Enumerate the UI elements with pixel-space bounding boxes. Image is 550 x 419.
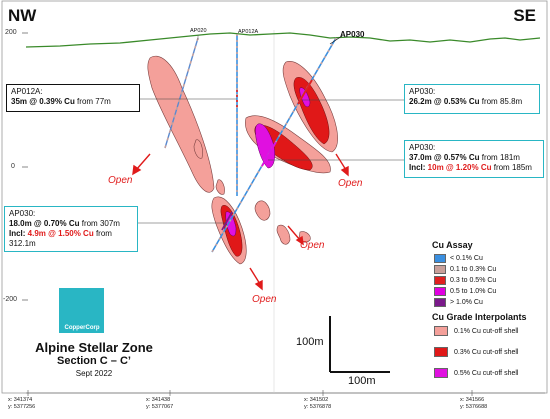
scale-label-horizontal: 100m (348, 375, 376, 387)
open-arrows (132, 153, 349, 291)
legend-interp-item: 0.3% Cu cut-off shell (434, 347, 518, 357)
zone-title: Alpine Stellar Zone (35, 340, 153, 355)
callout-ap030-lower-hole: AP030: (9, 209, 36, 218)
elevation-label-200: 200 (5, 29, 17, 36)
callout-ap030-mid-hole: AP030: (409, 143, 436, 152)
drillhole-label-ap020: AP020 (190, 28, 207, 34)
direction-nw: NW (8, 6, 37, 25)
legend-swatch (434, 254, 446, 263)
coppercorp-logo-text: CopperCorp (64, 325, 100, 331)
legend-interp-item: 0.5% Cu cut-off shell (434, 368, 518, 378)
callout-ap030-upper: AP030: 26.2m @ 0.53% Cu from 85.8m (404, 84, 540, 114)
legend-assay-title: Cu Assay (432, 240, 473, 250)
callout-ap030-lower-incl-label: Incl: (9, 229, 28, 238)
legend-swatch (434, 347, 448, 357)
open-label-2: Open (338, 178, 363, 189)
coord-label: x: 341566 y: 5376688 (460, 397, 488, 410)
direction-se: SE (513, 6, 536, 25)
legend-assay-item: > 1.0% Cu (434, 298, 483, 307)
scale-label-vertical: 100m (296, 336, 324, 348)
open-label-3: Open (300, 240, 325, 251)
callout-ap030-lower-incl-interval: 4.9m @ 1.50% Cu (27, 229, 94, 238)
callout-ap030-mid-incl-interval: 10m @ 1.20% Cu (427, 163, 492, 172)
drillhole-ap020 (164, 37, 199, 149)
callout-ap030-lower: AP030: 18.0m @ 0.70% Cu from 307m Incl: … (4, 206, 138, 252)
legend-swatch (434, 326, 448, 336)
topography-line (25, 32, 541, 48)
callout-ap030-mid-incl-from: from 185m (491, 163, 532, 172)
coord-label: x: 341438 y: 5377067 (146, 397, 174, 410)
legend-interp-title: Cu Grade Interpolants (432, 312, 527, 322)
section-title: Section C – C’ (57, 355, 131, 367)
legend-swatch (434, 265, 446, 274)
callout-ap030-mid-interval: 37.0m @ 0.57% Cu (409, 153, 480, 162)
legend-assay-item: < 0.1% Cu (434, 254, 483, 263)
legend-assay-item: 0.5 to 1.0% Cu (434, 287, 496, 296)
callout-ap030-upper-interval: 26.2m @ 0.53% Cu (409, 97, 480, 106)
callout-ap012a-hole: AP012A: (11, 87, 43, 96)
legend-swatch (434, 276, 446, 285)
elevation-label-0: 0 (11, 163, 15, 170)
coord-label: x: 341374 y: 5377256 (8, 397, 36, 410)
legend-assay-item: 0.1 to 0.3% Cu (434, 265, 496, 274)
legend-interp-item: 0.1% Cu cut-off shell (434, 326, 518, 336)
callout-ap012a: AP012A: 35m @ 0.39% Cu from 77m (6, 84, 140, 112)
coppercorp-logo (59, 288, 104, 333)
callout-ap030-mid: AP030: 37.0m @ 0.57% Cu from 181m Incl: … (404, 140, 544, 178)
elevation-label-minus200: -200 (3, 296, 18, 303)
callout-ap012a-from: from 77m (74, 97, 111, 106)
callout-ap030-lower-incl-from: from (93, 229, 112, 238)
section-date: Sept 2022 (75, 369, 113, 378)
callout-ap012a-interval: 35m @ 0.39% Cu (11, 97, 75, 106)
callout-ap030-lower-from: from 307m (79, 219, 120, 228)
drillhole-label-ap012a: AP012A (238, 29, 259, 35)
callout-ap030-lower-incl-from2: 312.1m (9, 239, 36, 248)
drillhole-ap030 (211, 37, 337, 253)
legend-swatch (434, 298, 446, 307)
legend-assay-item: 0.3 to 0.5% Cu (434, 276, 496, 285)
callout-ap030-upper-from: from 85.8m (479, 97, 523, 106)
legend-swatch (434, 368, 448, 378)
coord-label: x: 341502 y: 5376878 (304, 397, 332, 410)
open-label-4: Open (252, 294, 277, 305)
callout-ap030-mid-from: from 181m (479, 153, 520, 162)
drillhole-label-ap030: AP030 (340, 30, 365, 39)
callout-ap030-mid-incl-label: Incl: (409, 163, 428, 172)
callout-ap030-upper-hole: AP030: (409, 87, 436, 96)
scale-bar (329, 316, 390, 373)
callout-ap030-lower-interval: 18.0m @ 0.70% Cu (9, 219, 80, 228)
ap030-collar-arrow (329, 35, 343, 45)
open-label-1: Open (108, 175, 133, 186)
legend-swatch (434, 287, 446, 296)
